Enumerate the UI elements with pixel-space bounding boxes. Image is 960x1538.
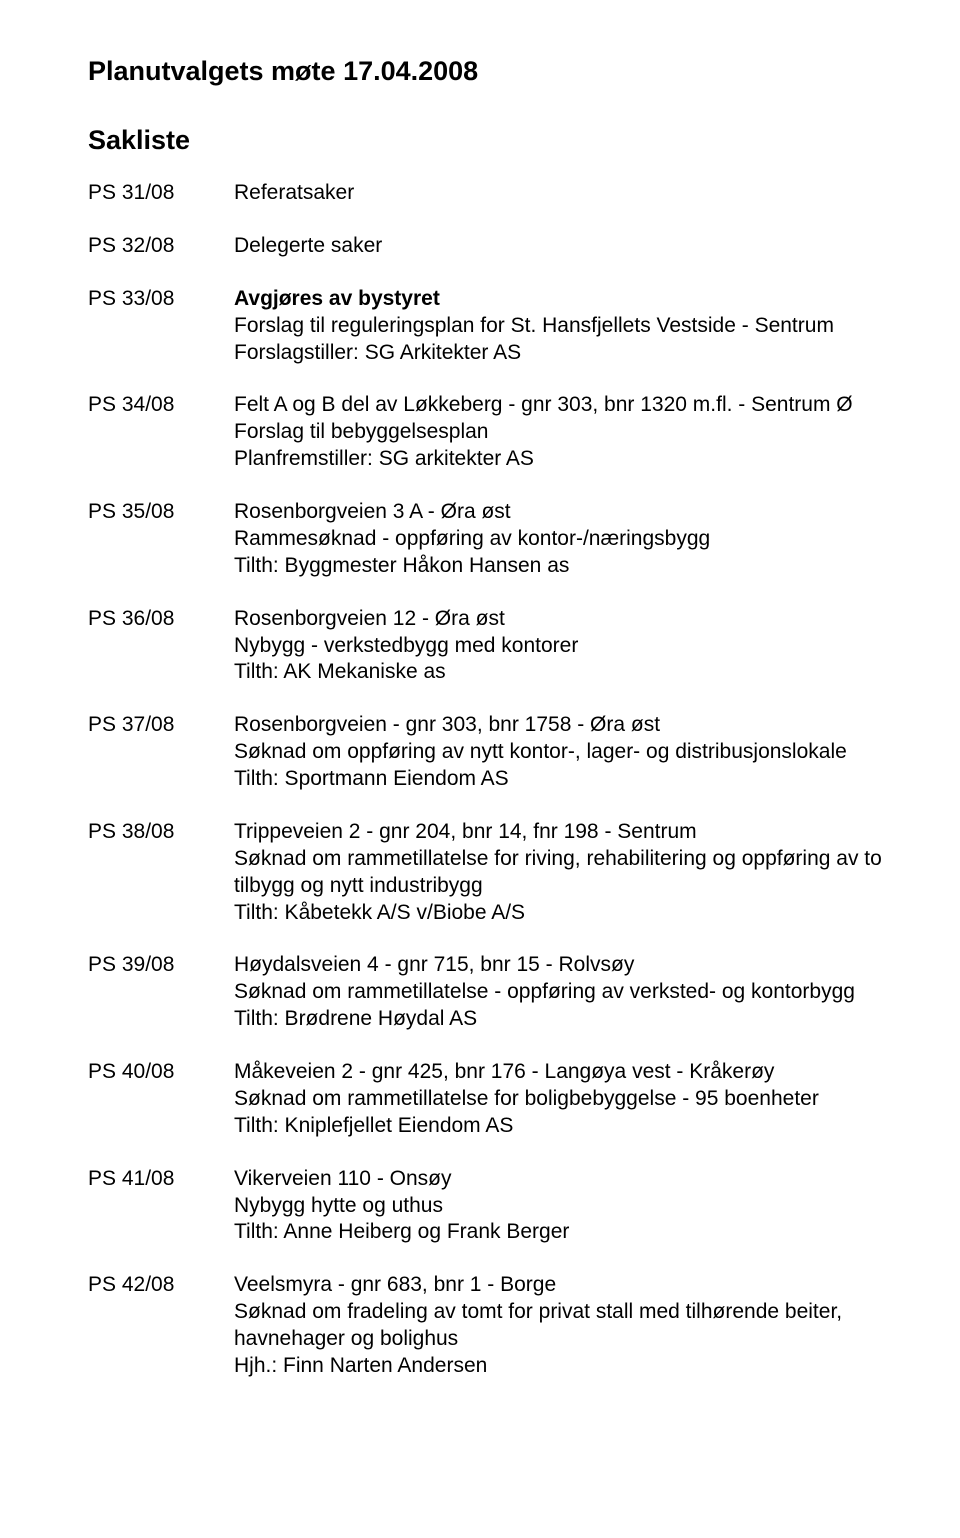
- agenda-item-body: Referatsaker: [234, 180, 890, 207]
- agenda-item-body: Felt A og B del av Løkkeberg - gnr 303, …: [234, 392, 890, 473]
- page-title: Planutvalgets møte 17.04.2008: [88, 56, 890, 87]
- agenda-item-line: Søknad om rammetillatelse - oppføring av…: [234, 979, 890, 1006]
- agenda-item: PS 42/08Veelsmyra - gnr 683, bnr 1 - Bor…: [88, 1272, 890, 1380]
- agenda-item-body: Måkeveien 2 - gnr 425, bnr 176 - Langøya…: [234, 1059, 890, 1140]
- agenda-item-code: PS 40/08: [88, 1059, 234, 1086]
- agenda-item-code: PS 41/08: [88, 1166, 234, 1193]
- agenda-item-line: Felt A og B del av Løkkeberg - gnr 303, …: [234, 392, 890, 419]
- agenda-item-line: Rosenborgveien - gnr 303, bnr 1758 - Øra…: [234, 712, 890, 739]
- agenda-item: PS 39/08Høydalsveien 4 - gnr 715, bnr 15…: [88, 952, 890, 1033]
- agenda-item-line: Nybygg hytte og uthus: [234, 1193, 890, 1220]
- agenda-item-line: Planfremstiller: SG arkitekter AS: [234, 446, 890, 473]
- agenda-item-code: PS 33/08: [88, 286, 234, 313]
- agenda-item-line: Søknad om rammetillatelse for riving, re…: [234, 846, 890, 900]
- agenda-item-body: Veelsmyra - gnr 683, bnr 1 - BorgeSøknad…: [234, 1272, 890, 1380]
- agenda-item-code: PS 34/08: [88, 392, 234, 419]
- agenda-item-line: Vikerveien 110 - Onsøy: [234, 1166, 890, 1193]
- agenda-item-line: Forslagstiller: SG Arkitekter AS: [234, 340, 890, 367]
- agenda-item-body: Rosenborgveien 3 A - Øra østRammesøknad …: [234, 499, 890, 580]
- agenda-item-line: Søknad om oppføring av nytt kontor-, lag…: [234, 739, 890, 766]
- agenda-item-line: Hjh.: Finn Narten Andersen: [234, 1353, 890, 1380]
- agenda-item: PS 35/08Rosenborgveien 3 A - Øra østRamm…: [88, 499, 890, 580]
- agenda-item-line: Forslag til bebyggelsesplan: [234, 419, 890, 446]
- agenda-item-line: Tilth: Byggmester Håkon Hansen as: [234, 553, 890, 580]
- agenda-item: PS 31/08Referatsaker: [88, 180, 890, 207]
- agenda-item-line: Tilth: Kåbetekk A/S v/Biobe A/S: [234, 900, 890, 927]
- agenda-item-code: PS 36/08: [88, 606, 234, 633]
- agenda-item-line: Måkeveien 2 - gnr 425, bnr 176 - Langøya…: [234, 1059, 890, 1086]
- agenda-item-code: PS 37/08: [88, 712, 234, 739]
- agenda-item-body: Rosenborgveien - gnr 303, bnr 1758 - Øra…: [234, 712, 890, 793]
- agenda-item-line: Avgjøres av bystyret: [234, 286, 890, 313]
- agenda-item: PS 40/08Måkeveien 2 - gnr 425, bnr 176 -…: [88, 1059, 890, 1140]
- agenda-item-line: Rosenborgveien 3 A - Øra øst: [234, 499, 890, 526]
- agenda-item-code: PS 42/08: [88, 1272, 234, 1299]
- agenda-item-body: Høydalsveien 4 - gnr 715, bnr 15 - Rolvs…: [234, 952, 890, 1033]
- agenda-item: PS 32/08Delegerte saker: [88, 233, 890, 260]
- agenda-item-code: PS 39/08: [88, 952, 234, 979]
- agenda-item-body: Trippeveien 2 - gnr 204, bnr 14, fnr 198…: [234, 819, 890, 927]
- agenda-item: PS 34/08Felt A og B del av Løkkeberg - g…: [88, 392, 890, 473]
- agenda-item: PS 37/08Rosenborgveien - gnr 303, bnr 17…: [88, 712, 890, 793]
- agenda-item-line: Tilth: Brødrene Høydal AS: [234, 1006, 890, 1033]
- agenda-item-line: Tilth: AK Mekaniske as: [234, 659, 890, 686]
- agenda-item-code: PS 32/08: [88, 233, 234, 260]
- agenda-item-line: Nybygg - verkstedbygg med kontorer: [234, 633, 890, 660]
- agenda-item: PS 33/08Avgjøres av bystyretForslag til …: [88, 286, 890, 367]
- agenda-item-line: Rosenborgveien 12 - Øra øst: [234, 606, 890, 633]
- agenda-item-code: PS 38/08: [88, 819, 234, 846]
- agenda-item-line: Høydalsveien 4 - gnr 715, bnr 15 - Rolvs…: [234, 952, 890, 979]
- agenda-item-line: Trippeveien 2 - gnr 204, bnr 14, fnr 198…: [234, 819, 890, 846]
- agenda-item-line: Tilth: Kniplefjellet Eiendom AS: [234, 1113, 890, 1140]
- document-page: Planutvalgets møte 17.04.2008 Sakliste P…: [0, 0, 960, 1538]
- agenda-item-body: Vikerveien 110 - OnsøyNybygg hytte og ut…: [234, 1166, 890, 1247]
- agenda-item-line: Forslag til reguleringsplan for St. Hans…: [234, 313, 890, 340]
- agenda-item-line: Veelsmyra - gnr 683, bnr 1 - Borge: [234, 1272, 890, 1299]
- agenda-item-line: Referatsaker: [234, 180, 890, 207]
- agenda-items-list: PS 31/08ReferatsakerPS 32/08Delegerte sa…: [88, 180, 890, 1380]
- section-heading: Sakliste: [88, 125, 890, 156]
- agenda-item: PS 36/08Rosenborgveien 12 - Øra østNybyg…: [88, 606, 890, 687]
- agenda-item: PS 38/08Trippeveien 2 - gnr 204, bnr 14,…: [88, 819, 890, 927]
- agenda-item-line: Tilth: Anne Heiberg og Frank Berger: [234, 1219, 890, 1246]
- agenda-item-line: Søknad om rammetillatelse for boligbebyg…: [234, 1086, 890, 1113]
- agenda-item-line: Tilth: Sportmann Eiendom AS: [234, 766, 890, 793]
- agenda-item-line: Rammesøknad - oppføring av kontor-/nærin…: [234, 526, 890, 553]
- agenda-item-body: Delegerte saker: [234, 233, 890, 260]
- agenda-item-code: PS 35/08: [88, 499, 234, 526]
- agenda-item-line: Søknad om fradeling av tomt for privat s…: [234, 1299, 890, 1353]
- agenda-item-body: Rosenborgveien 12 - Øra østNybygg - verk…: [234, 606, 890, 687]
- agenda-item-code: PS 31/08: [88, 180, 234, 207]
- agenda-item-line: Delegerte saker: [234, 233, 890, 260]
- agenda-item: PS 41/08Vikerveien 110 - OnsøyNybygg hyt…: [88, 1166, 890, 1247]
- agenda-item-body: Avgjøres av bystyretForslag til reguleri…: [234, 286, 890, 367]
